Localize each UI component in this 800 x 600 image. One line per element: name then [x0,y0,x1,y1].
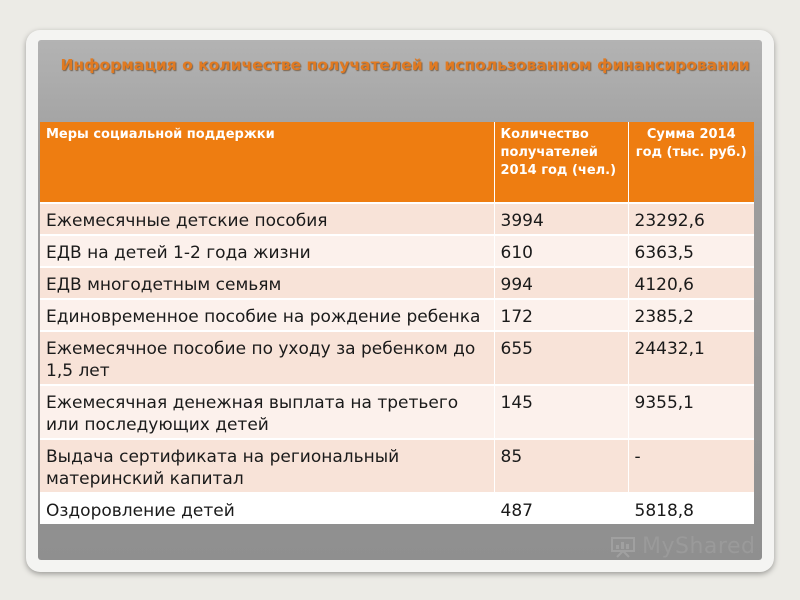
measure-cell: ЕДВ многодетным семьям [40,266,495,299]
recipients-cell: 3994 [494,202,629,235]
recipients-cell: 85 [494,438,629,493]
presentation-board-icon [611,536,635,558]
amount-cell: 4120,6 [628,266,754,299]
amount-cell: - [628,438,754,493]
table-row: Ежемесячная денежная выплата на третьего… [40,384,754,439]
table-row: Оздоровление детей 487 5818,8 [40,492,754,524]
table-row: ЕДВ на детей 1-2 года жизни 610 6363,5 [40,234,754,267]
header-measures: Меры социальной поддержки [40,122,495,203]
amount-cell: 6363,5 [628,234,754,267]
recipients-cell: 655 [494,330,629,385]
support-measures-table: Меры социальной поддержки Количество пол… [40,122,754,524]
measure-cell: Оздоровление детей [40,492,495,524]
measure-cell: Ежемесячное пособие по уходу за ребенком… [40,330,495,385]
recipients-cell: 145 [494,384,629,439]
watermark[interactable]: MyShared [610,534,755,559]
table-row: Ежемесячные детские пособия 3994 23292,6 [40,202,754,235]
watermark-text: MyShared [642,534,756,559]
recipients-cell: 994 [494,266,629,299]
slide-title: Информация о количестве получателей и ис… [60,56,750,74]
header-recipients-count: Количество получателей 2014 год (чел.) [494,122,629,203]
table-row: Ежемесячное пособие по уходу за ребенком… [40,330,754,385]
amount-cell: 24432,1 [628,330,754,385]
recipients-cell: 610 [494,234,629,267]
measure-cell: Единовременное пособие на рождение ребен… [40,298,495,331]
recipients-cell: 487 [494,492,629,524]
measure-cell: Выдача сертификата на региональный матер… [40,438,495,493]
table-row: Единовременное пособие на рождение ребен… [40,298,754,331]
amount-cell: 5818,8 [628,492,754,524]
header-amount: Сумма 2014 год (тыс. руб.) [628,122,754,203]
measure-cell: Ежемесячные детские пособия [40,202,495,235]
amount-cell: 2385,2 [628,298,754,331]
amount-cell: 9355,1 [628,384,754,439]
table-header-row: Меры социальной поддержки Количество пол… [40,122,754,203]
recipients-cell: 172 [494,298,629,331]
table-row: Выдача сертификата на региональный матер… [40,438,754,493]
amount-cell: 23292,6 [628,202,754,235]
table-row: ЕДВ многодетным семьям 994 4120,6 [40,266,754,299]
measure-cell: ЕДВ на детей 1-2 года жизни [40,234,495,267]
measure-cell: Ежемесячная денежная выплата на третьего… [40,384,495,439]
